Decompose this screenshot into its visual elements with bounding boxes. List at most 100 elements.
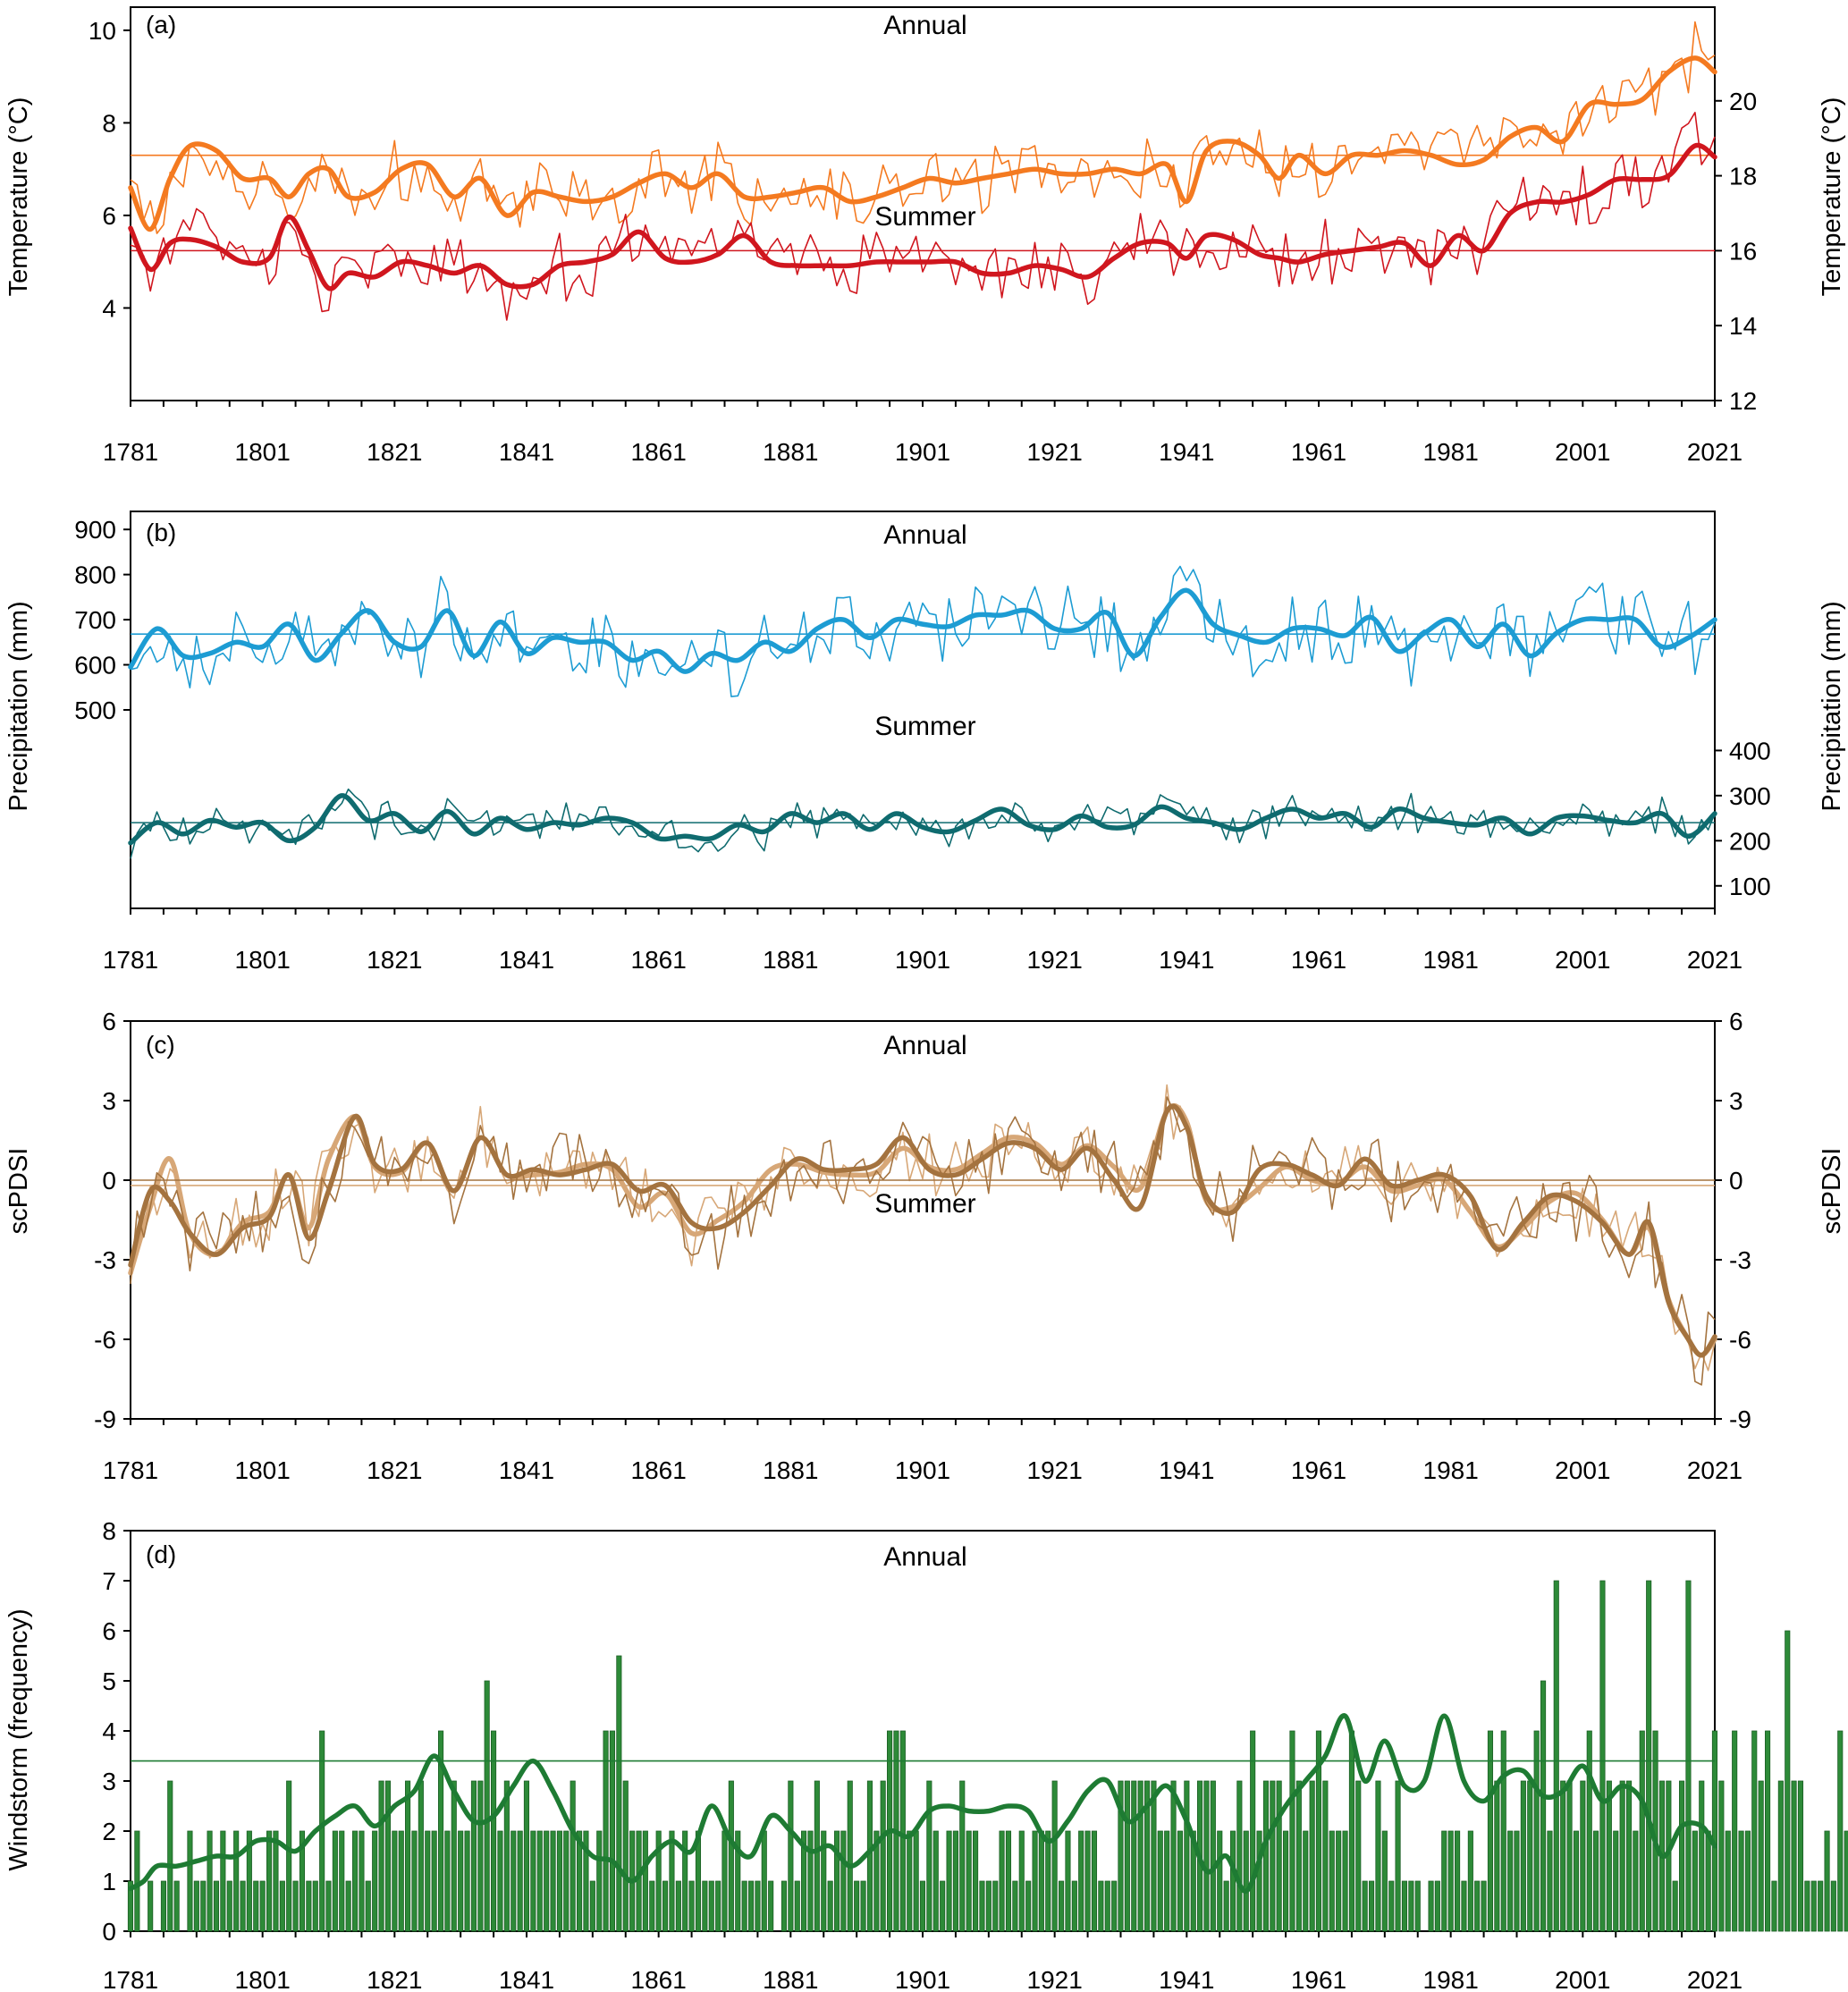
panel-d-bar [1104, 1880, 1110, 1932]
panel-d-bar [392, 1830, 398, 1932]
panel-c-left-axis-title: scPDSI [4, 1148, 33, 1235]
panel-d-bar [1401, 1880, 1408, 1932]
panel-d-bar [477, 1780, 484, 1932]
panel-d-bar [768, 1880, 774, 1932]
panel-d-bar [200, 1880, 207, 1932]
panel-d-bar [589, 1880, 595, 1932]
panel-d-bar [1797, 1780, 1804, 1932]
panel-d-bar [207, 1830, 213, 1932]
panel-b-x-tick-label: 1861 [631, 946, 687, 974]
panel-c-scpdsi: (c) Annual Summer scPDSI scPDSI 1781 1801… [4, 1008, 1846, 1484]
panel-d-bar [1131, 1780, 1137, 1932]
panel-d-bar [1494, 1780, 1500, 1932]
panel-d-bar [1646, 1580, 1652, 1932]
panel-d-bar [187, 1830, 193, 1932]
panel-d-bar [1711, 1730, 1718, 1932]
panel-d-bar [1051, 1780, 1058, 1932]
panel-b-annual-annual-series [130, 565, 1716, 697]
panel-c-x-tick-label: 1861 [631, 1456, 687, 1484]
panel-d-bar [437, 1730, 444, 1932]
panel-c-x-tick-label: 1841 [499, 1456, 554, 1484]
panel-d-bar [596, 1830, 603, 1932]
panel-d-bar [351, 1830, 359, 1932]
panel-b-y-left-tick-label: 600 [74, 652, 116, 679]
panel-d-bar [1547, 1830, 1553, 1932]
panel-c-summer-label: Summer [874, 1189, 975, 1219]
panel-b-x-tick-label: 1921 [1027, 946, 1083, 974]
panel-d-bar [1262, 1780, 1270, 1932]
panel-d-bar [1283, 1830, 1289, 1932]
panel-d-bar [662, 1880, 669, 1932]
panel-d-bar [279, 1880, 285, 1932]
panel-d-bar [1124, 1780, 1130, 1932]
panel-c-x-tick-label: 2021 [1687, 1456, 1743, 1484]
panel-d-bar [1474, 1880, 1481, 1932]
panel-d-bar [1514, 1830, 1520, 1932]
panel-d-bar [854, 1880, 860, 1932]
panel-d-bar [1428, 1880, 1434, 1932]
panel-a-y-right-tick-label: 20 [1729, 88, 1757, 115]
panel-b-right-axis-title: Precipitation (mm) [1818, 601, 1846, 811]
panel-d-bar [1309, 1780, 1315, 1932]
panel-c-x-tick-label: 1941 [1159, 1456, 1214, 1484]
panel-d-bar [1566, 1780, 1573, 1932]
panel-a-y-right-tick-label: 14 [1729, 312, 1757, 340]
panel-c-right-axis-title: scPDSI [1818, 1148, 1846, 1235]
panel-d-bar [1336, 1830, 1342, 1932]
panel-d-bar [899, 1730, 906, 1932]
panel-c-y-right-tick-label: -9 [1729, 1405, 1751, 1433]
panel-a-x-tick-label: 1821 [367, 438, 422, 466]
panel-a-x-tick-label: 2021 [1687, 438, 1743, 466]
panel-d-bar [464, 1830, 470, 1932]
panel-d-bar [325, 1880, 332, 1932]
panel-d-bar [312, 1880, 318, 1932]
panel-d-bar [127, 1880, 134, 1932]
panel-d-bar [761, 1830, 767, 1932]
panel-d-y-left-tick-label: 1 [102, 1868, 116, 1895]
panel-d-bar [1137, 1780, 1143, 1932]
panel-a-y-right-tick-label: 18 [1729, 163, 1757, 190]
panel-d-bar [1084, 1830, 1091, 1932]
panel-d-bar [821, 1830, 827, 1932]
panel-d-bar [1303, 1830, 1309, 1932]
panel-d-bar [365, 1880, 371, 1932]
panel-d-bar [1527, 1780, 1533, 1932]
panel-a-x-tick-label: 1801 [235, 438, 291, 466]
panel-d-bar [807, 1830, 814, 1932]
panel-d-bar [932, 1830, 939, 1932]
panel-d-x-tick-label: 1861 [631, 1966, 687, 1992]
panel-d-bar [1243, 1830, 1249, 1932]
panel-d-bar [1830, 1880, 1836, 1932]
panel-a-x-tick-label: 1781 [103, 438, 158, 466]
panel-d-bar [536, 1830, 543, 1932]
panel-d-bar [220, 1830, 226, 1932]
panel-c-x-tick-label: 2001 [1555, 1456, 1610, 1484]
panel-d-bar [1804, 1880, 1810, 1932]
panel-d-bar [919, 1880, 926, 1932]
panel-d-bar [847, 1780, 853, 1932]
panel-d-bar [240, 1880, 246, 1932]
panel-d-x-tick-label: 1961 [1291, 1966, 1346, 1992]
panel-c-y-right-tick-label: 6 [1729, 1008, 1743, 1035]
panel-d-bar [840, 1830, 847, 1932]
panel-d-bar [1718, 1780, 1725, 1932]
panel-d-bar [1210, 1780, 1216, 1932]
panel-d-bar [1375, 1780, 1381, 1932]
panel-d-bar [992, 1880, 999, 1932]
panel-d-bar [359, 1830, 365, 1932]
panel-d-bar [1289, 1730, 1295, 1932]
panel-d-x-tick-label: 1921 [1027, 1966, 1083, 1992]
panel-d-bar [1573, 1830, 1580, 1932]
panel-a-y-left-tick-label: 8 [102, 109, 116, 137]
panel-d-bar [741, 1880, 747, 1932]
panel-d-bar [1732, 1730, 1738, 1932]
panel-d-bar [1098, 1880, 1104, 1932]
panel-d-bar [517, 1830, 523, 1932]
panel-d-bar [246, 1830, 252, 1932]
panel-a-y-right-tick-label: 16 [1729, 237, 1757, 265]
panel-d-bar [497, 1830, 503, 1932]
panel-d-bar [1230, 1830, 1236, 1932]
panel-d-bar [266, 1830, 273, 1932]
panel-d-bar [1203, 1780, 1210, 1932]
panel-d-bar [1639, 1730, 1645, 1932]
